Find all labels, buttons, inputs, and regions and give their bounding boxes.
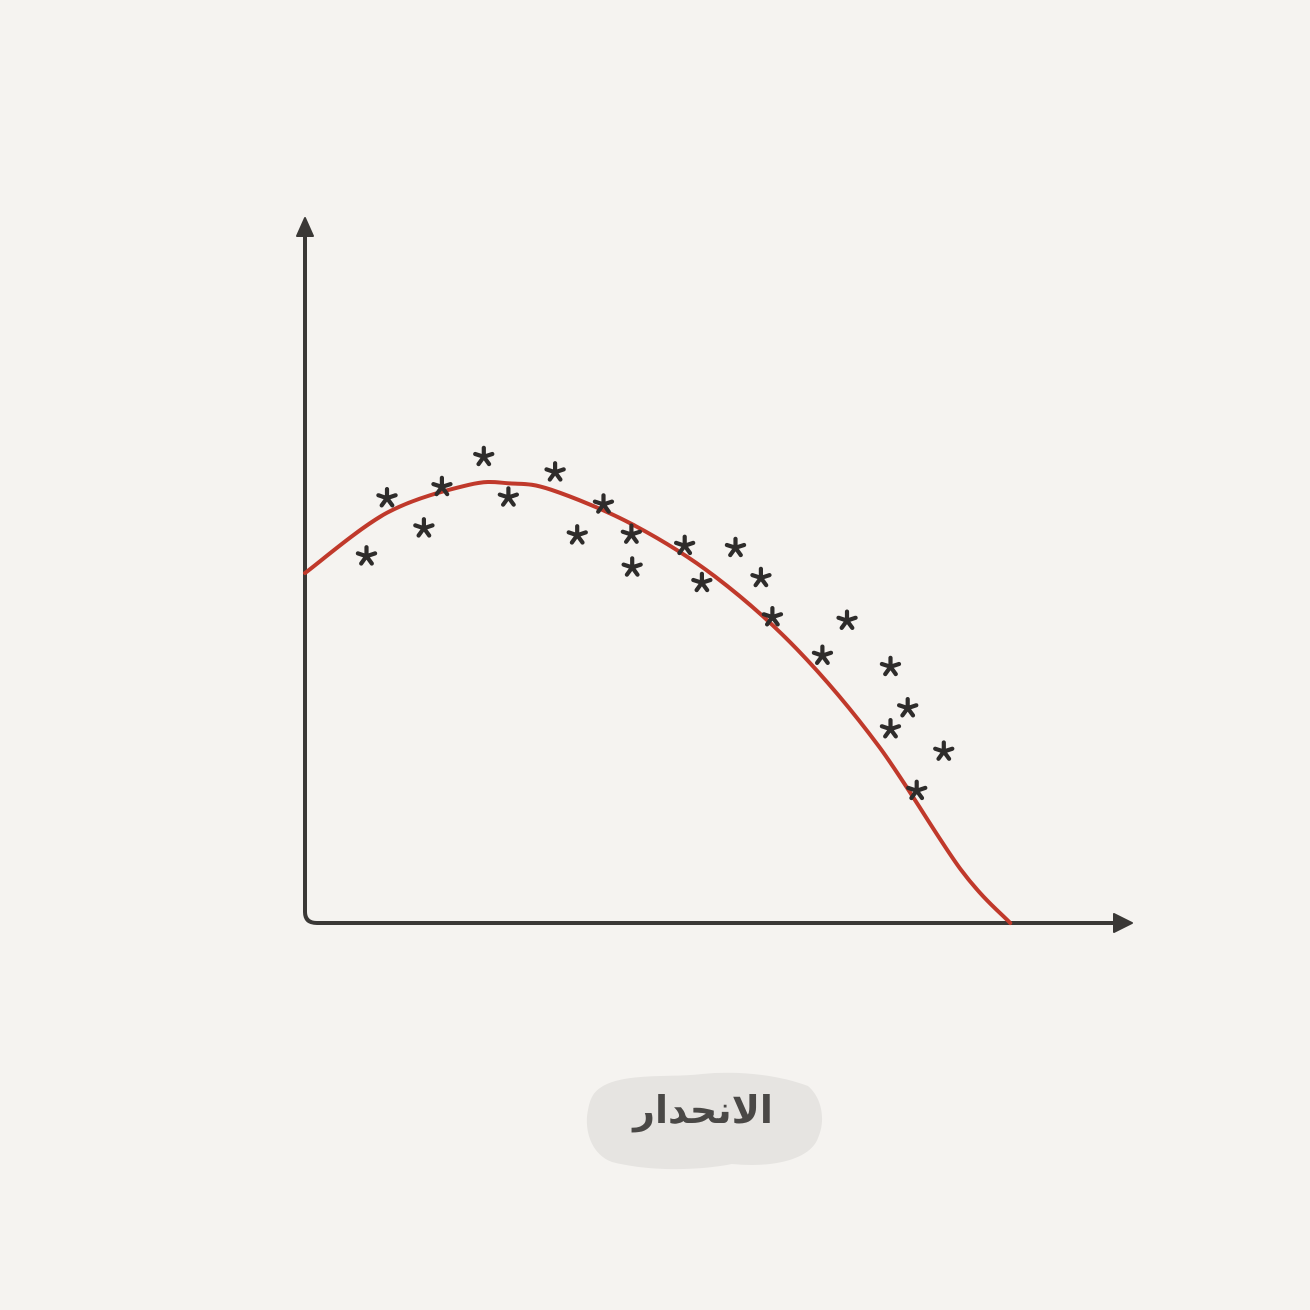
y-axis-arrow-icon (296, 217, 314, 237)
data-point-star-22 (906, 779, 928, 801)
data-point-star-12 (674, 534, 696, 556)
data-point-star-6 (497, 486, 519, 507)
axes (296, 217, 1133, 933)
data-point-star-17 (811, 644, 834, 665)
data-point-star-15 (750, 566, 772, 588)
data-point-star-21 (879, 718, 902, 739)
x-axis-arrow-icon (1113, 913, 1133, 933)
data-point-star-3 (413, 517, 435, 538)
axis-lines (303, 230, 1120, 925)
data-point-star-2 (376, 487, 398, 508)
fit-curve (303, 479, 1013, 925)
caption-badge: الانحدار (582, 1068, 824, 1172)
data-point-star-19 (879, 655, 902, 677)
data-point-star-20 (897, 697, 919, 718)
data-point-star-23 (933, 740, 955, 761)
data-point-star-13 (691, 571, 713, 593)
data-point-star-1 (355, 545, 378, 566)
data-point-star-11 (621, 556, 643, 577)
data-point-star-14 (724, 536, 747, 558)
data-point-star-16 (761, 606, 784, 627)
data-point-star-10 (620, 523, 642, 544)
fit-curve-group (303, 479, 1013, 925)
data-points (355, 445, 955, 801)
data-point-star-18 (836, 609, 858, 630)
data-point-star-9 (592, 493, 615, 514)
caption-text: الانحدار (633, 1088, 773, 1132)
caption-background (586, 1072, 823, 1170)
data-point-star-4 (431, 475, 453, 497)
data-point-star-5 (473, 445, 495, 467)
data-point-star-8 (566, 524, 588, 545)
data-point-star-7 (544, 461, 566, 482)
